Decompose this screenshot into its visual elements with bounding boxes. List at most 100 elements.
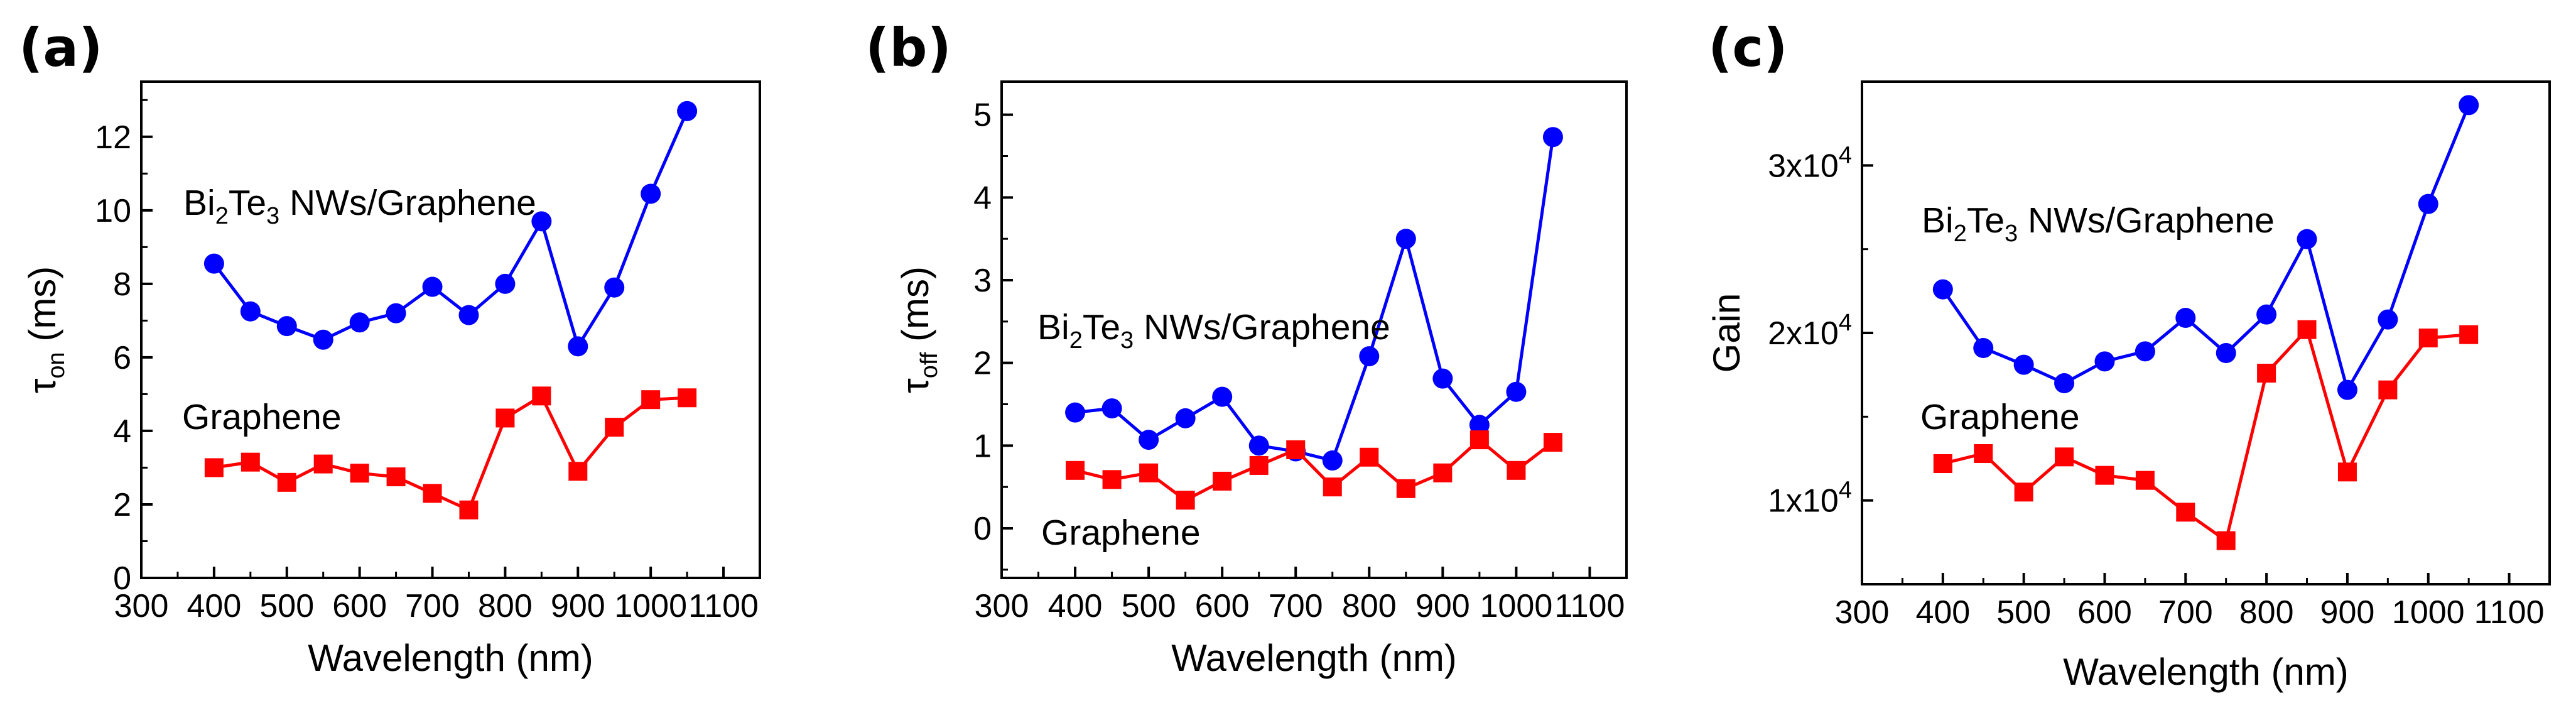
data-point-bi2te3 [1139,430,1159,450]
data-point-graphene [1286,440,1306,459]
x-axis-title: Wavelength (nm) [2063,651,2349,693]
data-point-bi2te3 [2175,308,2196,328]
data-point-graphene [1433,463,1453,482]
data-point-bi2te3 [641,183,661,204]
x-tick-label: 600 [1195,588,1250,624]
x-tick-label: 300 [975,588,1029,624]
y-tick-label: 1x104 [1768,477,1852,520]
data-point-graphene [1507,460,1526,480]
data-point-graphene [568,462,588,481]
x-tick-label: 1100 [688,588,759,624]
data-point-graphene [2095,465,2114,485]
data-point-graphene [423,484,442,503]
y-tick-label: 8 [113,266,131,303]
data-point-bi2te3 [313,329,333,350]
data-point-graphene [2257,364,2276,383]
data-point-graphene [277,472,296,492]
data-point-bi2te3 [2094,351,2115,372]
x-tick-label: 600 [332,588,387,624]
y-tick-label: 0 [973,511,992,547]
data-point-bi2te3 [531,211,552,232]
data-point-bi2te3 [203,253,224,274]
panel-letter: (c) [1708,17,1788,79]
y-tick-label: 12 [95,119,131,156]
x-tick-label: 800 [478,588,533,624]
y-tick-label: 4 [973,180,992,216]
x-tick-label: 800 [2239,594,2294,631]
data-point-graphene [2135,471,2155,490]
x-tick-label: 400 [1048,588,1103,624]
data-point-bi2te3 [1395,229,1416,249]
data-point-graphene [2337,462,2357,482]
chart-panel-3: (c) 300 400 500 600 700 800 900 1000 1100 1x104 2x1… [1706,17,2551,693]
data-point-graphene [1066,460,1085,480]
data-point-bi2te3 [2013,354,2034,375]
data-point-graphene [678,388,697,408]
data-point-bi2te3 [2216,343,2236,363]
data-point-graphene [1176,491,1195,510]
data-point-graphene [1102,470,1122,489]
data-point-bi2te3 [1932,279,1953,300]
y-tick-label: 1 [973,428,992,464]
data-point-bi2te3 [2337,379,2357,400]
data-point-graphene [1323,477,1342,497]
data-point-graphene [1933,454,1952,473]
x-tick-label: 1100 [2474,594,2545,631]
y-tick-label: 5 [973,97,992,134]
x-tick-label: 600 [2077,594,2132,631]
data-point-bi2te3 [1469,415,1490,435]
data-point-bi2te3 [386,303,406,324]
data-point-graphene [313,454,333,474]
data-point-bi2te3 [1101,398,1122,419]
annotation-bi2te3: Bi2Te3 NWs/Graphene [1922,200,2275,247]
y-tick-label: 2 [113,487,131,523]
x-tick-label: 700 [405,588,460,624]
panel-letter: (a) [19,17,102,79]
data-point-graphene [2014,482,2033,502]
data-point-graphene [1249,455,1269,475]
data-point-graphene [605,418,624,437]
annotation-graphene: Graphene [1041,513,1201,553]
x-tick-label: 1000 [614,588,687,624]
data-point-bi2te3 [276,316,297,337]
data-point-bi2te3 [1212,386,1233,407]
data-point-graphene [2378,380,2398,400]
x-tick-label: 300 [114,588,169,624]
data-point-graphene [386,467,406,487]
data-point-bi2te3 [2297,229,2317,249]
x-tick-label: 300 [1835,594,1890,631]
plot-frame [1000,80,1628,579]
data-point-bi2te3 [2459,95,2479,116]
data-point-graphene [459,500,479,520]
x-tick-label: 900 [2320,594,2375,631]
data-point-bi2te3 [1248,435,1269,456]
data-point-graphene [350,464,369,483]
x-tick-label: 400 [187,588,241,624]
y-tick-label: 0 [113,560,131,597]
annotation-graphene: Graphene [182,397,342,437]
data-point-graphene [2055,447,2074,467]
data-point-graphene [1360,447,1379,467]
data-point-bi2te3 [1322,450,1343,471]
x-tick-label: 500 [1122,588,1176,624]
data-point-bi2te3 [2054,373,2075,393]
data-point-bi2te3 [2135,341,2155,362]
x-tick-label: 1000 [1480,588,1553,624]
data-point-graphene [532,386,551,406]
y-axis-title: τoff (ms) [894,266,943,393]
y-tick-label: 3x104 [1768,142,1852,184]
x-tick-label: 700 [2158,594,2213,631]
x-tick-label: 700 [1269,588,1323,624]
charts-group: (a)300 400 500 600 700 800 900 1000 110002468101… [19,17,2551,693]
data-point-bi2te3 [568,336,588,357]
data-point-bi2te3 [349,312,370,333]
data-point-bi2te3 [2256,304,2277,325]
data-point-graphene [1469,430,1489,450]
data-point-bi2te3 [604,277,625,298]
y-axis-title: τon (ms) [21,266,70,394]
data-point-bi2te3 [1973,338,1994,358]
annotation-bi2te3: Bi2Te3 NWs/Graphene [183,183,536,229]
x-tick-label: 900 [1415,588,1470,624]
x-tick-label: 900 [551,588,605,624]
x-tick-label: 400 [1915,594,1970,631]
